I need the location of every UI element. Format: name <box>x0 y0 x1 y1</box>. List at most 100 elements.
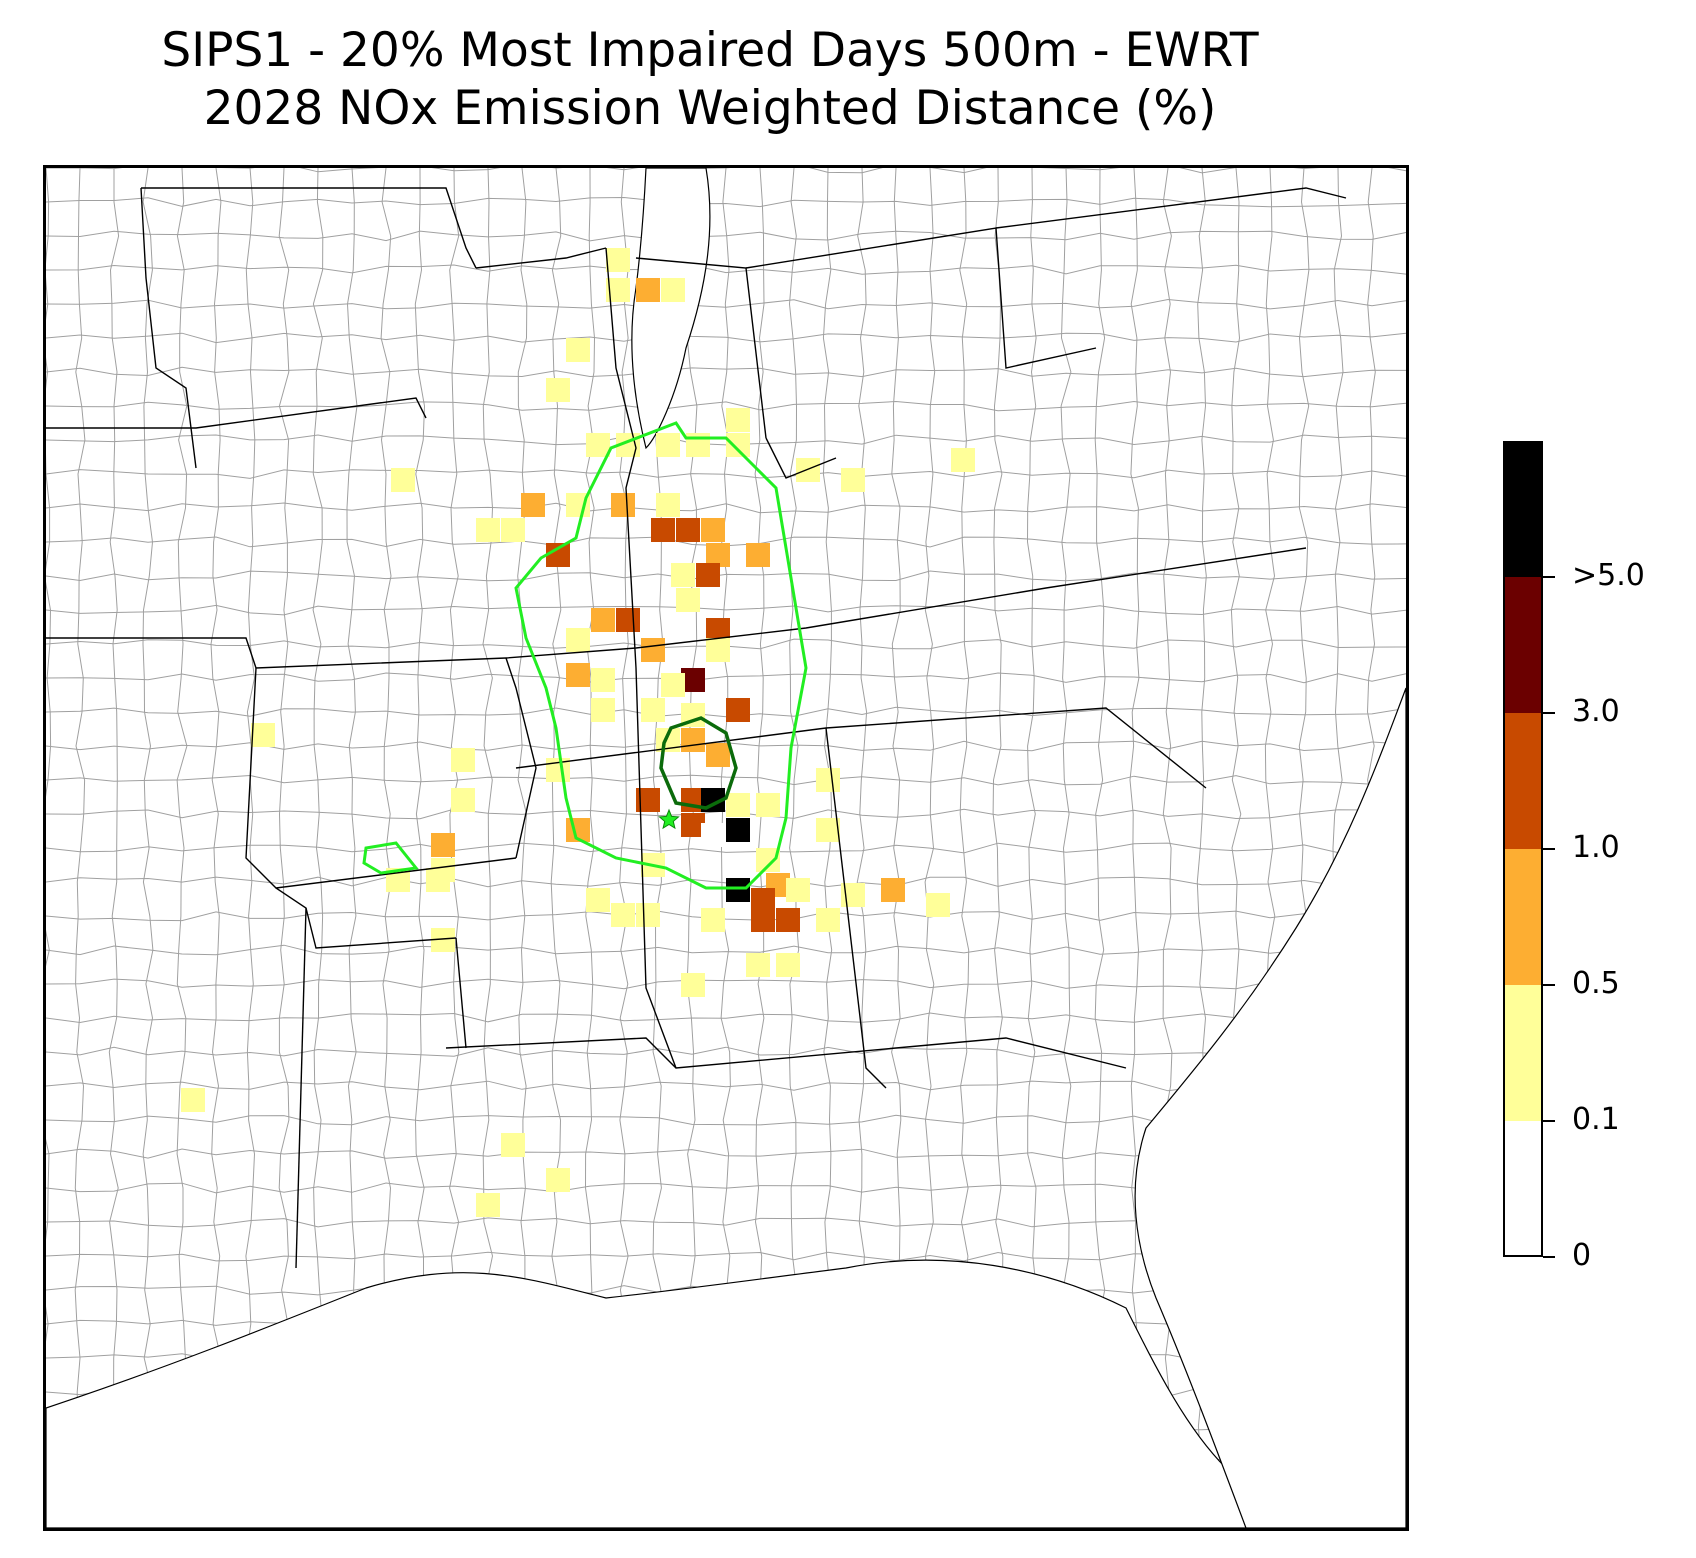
county-line-v <box>245 168 256 1528</box>
impact-cell <box>391 468 415 492</box>
impact-cell <box>816 768 840 792</box>
impact-cell <box>676 588 700 612</box>
impact-cell <box>636 903 660 927</box>
state-line <box>505 547 1307 659</box>
county-line-h <box>46 978 1406 990</box>
state-line <box>765 437 837 479</box>
impact-cell <box>726 433 750 457</box>
impact-cell <box>671 563 695 587</box>
colorbar-label: 0 <box>1572 1238 1592 1273</box>
colorbar-segment <box>1504 849 1542 985</box>
state-line <box>445 1037 1127 1069</box>
impact-cell <box>816 908 840 932</box>
impact-cell <box>726 878 750 902</box>
impact-cell <box>651 518 675 542</box>
impact-cell <box>696 563 720 587</box>
impact-cell <box>676 518 700 542</box>
county-line-h <box>46 672 1406 684</box>
colorbar-segment <box>1504 713 1542 849</box>
county-line-h <box>46 570 1406 582</box>
county-line-h <box>46 469 1406 479</box>
impact-cell <box>656 433 680 457</box>
state-line <box>515 707 1207 789</box>
impact-cell <box>726 408 750 432</box>
colorbar-tick <box>1543 712 1555 714</box>
contour-lines <box>362 421 808 890</box>
impact-cell <box>251 723 275 747</box>
impact-cell <box>566 338 590 362</box>
county-line-h <box>46 196 1406 208</box>
county-line-h <box>46 910 1406 922</box>
state-line <box>295 907 307 1269</box>
colorbar-label: 0.5 <box>1572 966 1620 1001</box>
impact-cell <box>431 833 455 857</box>
colorbar-tick <box>1543 848 1555 850</box>
county-line-h <box>46 264 1406 275</box>
title-line-2: 2028 NOx Emission Weighted Distance (%) <box>203 81 1217 136</box>
county-line-v <box>312 168 324 1528</box>
county-line-v <box>176 168 188 1528</box>
county-line-h <box>46 774 1406 786</box>
state-boundaries <box>46 187 1347 1269</box>
county-line-h <box>46 604 1406 616</box>
impact-cell <box>611 493 635 517</box>
impact-cell <box>701 908 725 932</box>
impact-cell <box>521 493 545 517</box>
state-line <box>141 187 477 269</box>
county-line-h <box>46 1046 1406 1058</box>
impact-cell <box>681 973 705 997</box>
impact-cell <box>726 818 750 842</box>
impact-cell <box>426 868 450 892</box>
impact-cell <box>776 908 800 932</box>
impact-cell <box>706 743 730 767</box>
county-line-h <box>46 332 1406 344</box>
outer-contour <box>514 421 808 890</box>
impact-cell <box>796 458 820 482</box>
county-line-h <box>46 842 1406 854</box>
county-line-h <box>46 366 1406 378</box>
colorbar-segment <box>1504 985 1542 1121</box>
county-line-v <box>210 168 222 1528</box>
impact-cell <box>586 433 610 457</box>
impact-cell <box>841 468 865 492</box>
colorbar-segment <box>1504 1121 1542 1257</box>
state-line <box>275 887 457 949</box>
impact-cell <box>786 878 810 902</box>
map-panel[interactable] <box>43 165 1409 1531</box>
county-line-v <box>142 168 154 1528</box>
state-line <box>140 187 197 469</box>
county-line-h <box>46 230 1406 242</box>
impact-cell <box>591 608 615 632</box>
colorbar-segment <box>1504 577 1542 713</box>
impact-cell <box>616 608 640 632</box>
impact-cell <box>636 278 660 302</box>
impact-cells <box>181 248 975 1217</box>
impact-cell <box>661 673 685 697</box>
state-line <box>995 187 1347 229</box>
county-line-v <box>278 168 290 1528</box>
colorbar-tick <box>1543 1256 1555 1258</box>
state-line <box>475 247 607 269</box>
impact-cell <box>881 878 905 902</box>
impact-cell <box>501 518 525 542</box>
impact-cell <box>181 1088 205 1112</box>
county-line-h <box>46 944 1406 956</box>
star-icon <box>658 808 680 830</box>
impact-cell <box>756 793 780 817</box>
state-line <box>245 667 517 889</box>
impact-cell <box>451 748 475 772</box>
colorbar-outline <box>1503 441 1543 1257</box>
state-line <box>745 227 1097 369</box>
colorbar-label: 3.0 <box>1572 694 1620 729</box>
impact-cell <box>591 668 615 692</box>
impact-cell <box>701 823 725 847</box>
map-canvas <box>46 168 1406 1528</box>
colorbar-label: 0.1 <box>1572 1102 1620 1137</box>
gulf-of-mexico <box>46 1259 1247 1528</box>
impact-cell <box>726 793 750 817</box>
colorbar-tick <box>1543 576 1555 578</box>
county-line-h <box>46 1012 1406 1024</box>
colorbar-label: 1.0 <box>1572 830 1620 865</box>
state-line <box>825 727 887 1089</box>
state-line <box>46 397 427 429</box>
